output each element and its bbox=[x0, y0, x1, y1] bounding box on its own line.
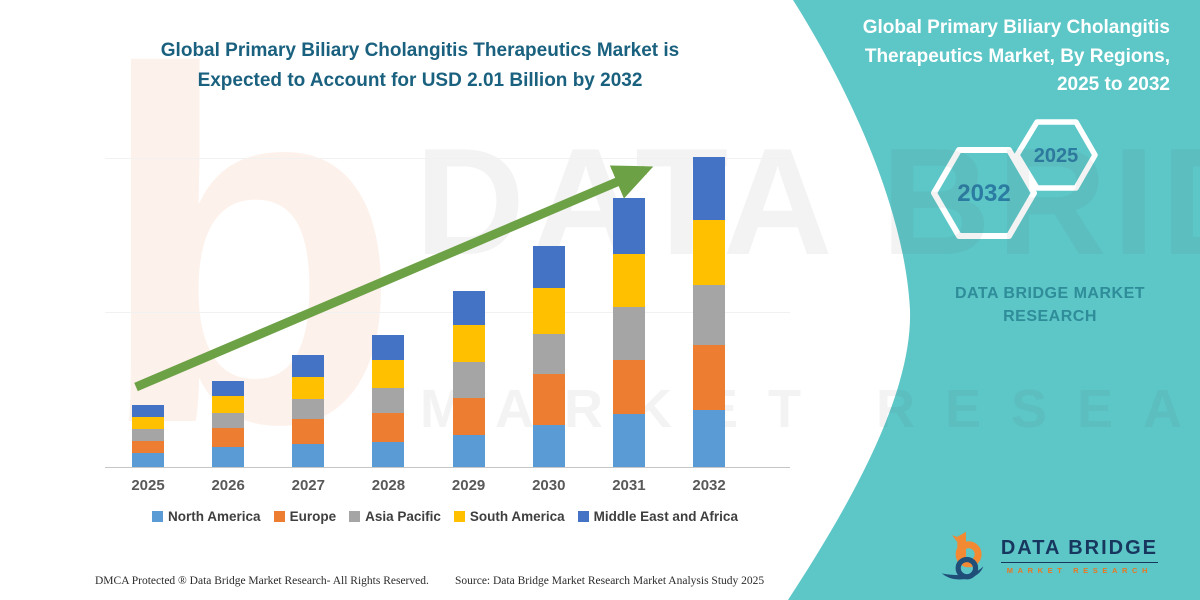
bar-segment-middle-east-and-africa bbox=[532, 246, 565, 288]
x-axis-line bbox=[105, 467, 790, 468]
legend-label: North America bbox=[168, 509, 261, 524]
bar-segment-north-america bbox=[212, 447, 245, 467]
panel-brand-line-1: DATA BRIDGE MARKET bbox=[954, 285, 1146, 302]
stacked-bar-2030 bbox=[532, 246, 565, 467]
legend-item-south-america: South America bbox=[453, 509, 565, 524]
bar-segment-south-america bbox=[132, 417, 164, 429]
bar-segment-europe bbox=[372, 413, 405, 442]
stacked-bar-2028 bbox=[372, 335, 405, 467]
bar-segment-south-america bbox=[693, 220, 726, 285]
bar-segment-middle-east-and-africa bbox=[292, 355, 325, 377]
legend-label: South America bbox=[469, 509, 565, 524]
legend-label: Europe bbox=[289, 509, 337, 524]
bar-segment-europe bbox=[212, 428, 245, 447]
bar-segment-middle-east-and-africa bbox=[372, 335, 405, 360]
legend-item-europe: Europe bbox=[273, 509, 337, 524]
side-panel-title-line-2: Therapeutics Market, By Regions, bbox=[864, 45, 1170, 67]
hexagon-small-year: 2025 bbox=[1034, 145, 1079, 167]
legend-swatch-icon bbox=[273, 511, 285, 522]
x-axis-label-2030: 2030 bbox=[532, 477, 566, 494]
legend-swatch-icon bbox=[577, 511, 589, 522]
stacked-bar-2025 bbox=[132, 405, 164, 467]
bar-segment-asia-pacific bbox=[612, 307, 645, 360]
panel-brand-text: DATA BRIDGE MARKET RESEARCH bbox=[928, 282, 1172, 328]
logo-title: DATA BRIDGE bbox=[1000, 537, 1158, 563]
legend-item-asia-pacific: Asia Pacific bbox=[349, 509, 441, 524]
bar-segment-south-america bbox=[452, 325, 485, 362]
stacked-bar-2026 bbox=[212, 381, 245, 467]
bar-segment-europe bbox=[612, 360, 645, 414]
x-axis-label-2026: 2026 bbox=[211, 477, 245, 494]
legend-label: Middle East and Africa bbox=[593, 509, 738, 524]
chart-title-line-1: Global Primary Biliary Cholangitis Thera… bbox=[160, 40, 680, 61]
hexagon-large-year: 2032 bbox=[957, 180, 1010, 207]
hexagon-large-icon bbox=[931, 147, 1037, 239]
bar-segment-europe bbox=[452, 398, 485, 435]
footer-source: Source: Data Bridge Market Research Mark… bbox=[455, 575, 765, 587]
hexagon-small-icon bbox=[1014, 119, 1098, 191]
bar-segment-europe bbox=[532, 374, 565, 425]
chart-title: Global Primary Biliary Cholangitis Thera… bbox=[140, 36, 700, 97]
bar-segment-south-america bbox=[292, 377, 325, 399]
legend-item-north-america: North America bbox=[152, 509, 261, 524]
bar-segment-north-america bbox=[372, 442, 405, 467]
legend-swatch-icon bbox=[349, 511, 361, 522]
bar-segment-north-america bbox=[532, 425, 565, 467]
bar-segment-asia-pacific bbox=[212, 413, 245, 428]
bar-segment-north-america bbox=[612, 414, 645, 467]
bar-segment-europe bbox=[132, 441, 164, 453]
x-axis-label-2032: 2032 bbox=[692, 477, 726, 494]
panel-brand-line-2: RESEARCH bbox=[1003, 308, 1097, 326]
legend-swatch-icon bbox=[152, 511, 164, 522]
gridline bbox=[105, 158, 790, 159]
bar-segment-asia-pacific bbox=[132, 429, 164, 441]
x-axis-label-2027: 2027 bbox=[291, 477, 325, 494]
bar-segment-middle-east-and-africa bbox=[693, 157, 726, 220]
legend-swatch-icon bbox=[453, 511, 465, 522]
data-bridge-logo: DATA BRIDGE MARKET RESEARCH bbox=[940, 528, 1158, 584]
logo-subtitle: MARKET RESEARCH bbox=[1006, 566, 1153, 575]
bar-segment-middle-east-and-africa bbox=[212, 381, 245, 396]
bar-segment-north-america bbox=[292, 444, 325, 467]
bar-segment-asia-pacific bbox=[372, 388, 405, 413]
stacked-bar-2031 bbox=[612, 198, 645, 467]
side-panel-title: Global Primary Biliary Cholangitis Thera… bbox=[855, 14, 1170, 100]
chart-legend: North America Europe Asia Pacific South Ame… bbox=[100, 509, 790, 524]
chart-title-line-2: Expected to Account for USD 2.01 Billion… bbox=[197, 70, 643, 92]
bar-segment-south-america bbox=[532, 288, 565, 334]
stacked-bar-2029 bbox=[452, 291, 485, 467]
bar-segment-europe bbox=[693, 345, 726, 410]
bar-segment-asia-pacific bbox=[693, 285, 726, 345]
footer-copyright: DMCA Protected ® Data Bridge Market Rese… bbox=[95, 575, 429, 587]
bar-segment-south-america bbox=[372, 360, 405, 388]
stacked-bar-2032 bbox=[693, 157, 726, 467]
bar-segment-south-america bbox=[612, 254, 645, 307]
x-axis-label-2028: 2028 bbox=[371, 477, 406, 494]
bar-segment-north-america bbox=[693, 410, 726, 467]
bar-segment-asia-pacific bbox=[532, 334, 565, 374]
stacked-bar-2027 bbox=[292, 355, 325, 467]
bar-segment-europe bbox=[292, 419, 325, 444]
bar-segment-north-america bbox=[132, 453, 164, 467]
legend-label: Asia Pacific bbox=[365, 509, 441, 524]
bar-segment-middle-east-and-africa bbox=[132, 405, 164, 417]
legend-item-middle-east-and-africa: Middle East and Africa bbox=[577, 509, 738, 524]
logo-text: DATA BRIDGE MARKET RESEARCH bbox=[1000, 537, 1158, 575]
bar-segment-south-america bbox=[212, 396, 245, 413]
gridline bbox=[105, 312, 790, 313]
side-panel-title-line-1: Global Primary Biliary Cholangitis bbox=[862, 17, 1170, 38]
side-panel-title-line-3: 2025 to 2032 bbox=[1056, 74, 1170, 95]
bar-segment-middle-east-and-africa bbox=[452, 291, 485, 325]
bar-segment-middle-east-and-africa bbox=[612, 198, 645, 254]
bar-segment-north-america bbox=[452, 435, 485, 467]
data-bridge-logo-icon bbox=[941, 531, 984, 580]
x-axis-label-2029: 2029 bbox=[451, 477, 486, 494]
x-axis-label-2025: 2025 bbox=[131, 477, 165, 494]
bar-segment-asia-pacific bbox=[452, 362, 485, 398]
x-axis-label-2031: 2031 bbox=[612, 477, 646, 494]
side-panel-shape bbox=[788, 0, 1200, 600]
bar-segment-asia-pacific bbox=[292, 399, 325, 419]
